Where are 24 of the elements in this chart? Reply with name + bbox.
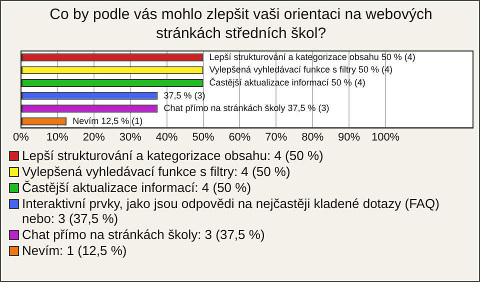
data-label: Chat přímo na stránkách školy 37,5 % (3) bbox=[164, 103, 330, 114]
legend-label: Častější aktualizace informací: 4 (50 %) bbox=[22, 180, 252, 195]
x-tick-label: 0% bbox=[13, 131, 30, 144]
legend-label: Vylepšená vyhledávací funkce s filtry: 4 (50 %) bbox=[22, 164, 290, 179]
data-label: 37,5 % (3) bbox=[164, 90, 206, 100]
legend-label: Interaktivní prvky, jako jsou odpovědi na nejčastěji kladené dotazy (FAQ) nebo: 3 (37,5 %) bbox=[22, 196, 440, 226]
x-tick-label: 40% bbox=[156, 131, 178, 144]
x-tick-label: 50% bbox=[192, 131, 214, 144]
legend-label: Nevím: 1 (12,5 %) bbox=[22, 243, 127, 258]
data-label: Vylepšená vyhledávací funkce s filtry 50 % (4) bbox=[209, 64, 393, 75]
x-tick-label: 100% bbox=[371, 131, 400, 144]
data-label: Častější aktualizace informací 50 % (4) bbox=[209, 77, 366, 88]
x-tick-label: 70% bbox=[265, 131, 288, 144]
x-tick-label: 20% bbox=[82, 131, 106, 144]
x-tick-label: 30% bbox=[119, 131, 142, 144]
x-tick-label: 90% bbox=[338, 131, 360, 144]
data-label: Nevím 12,5 % (1) bbox=[72, 116, 143, 126]
x-tick-label: 60% bbox=[228, 131, 251, 144]
legend-label: Lepší strukturování a kategorizace obsahu: 4 (50 %) bbox=[22, 148, 324, 163]
chart-title: Co by podle vás mohlo zlepšit vaši orientaci na webových stránkách středních škol? bbox=[48, 5, 434, 43]
x-tick-label: 80% bbox=[302, 131, 324, 144]
data-label: Lepší strukturování a kategorizace obsahu 50 % (4) bbox=[209, 52, 416, 62]
x-tick-label: 10% bbox=[46, 131, 69, 144]
legend-label: Chat přímo na stránkách školy: 3 (37,5 %) bbox=[22, 227, 265, 242]
